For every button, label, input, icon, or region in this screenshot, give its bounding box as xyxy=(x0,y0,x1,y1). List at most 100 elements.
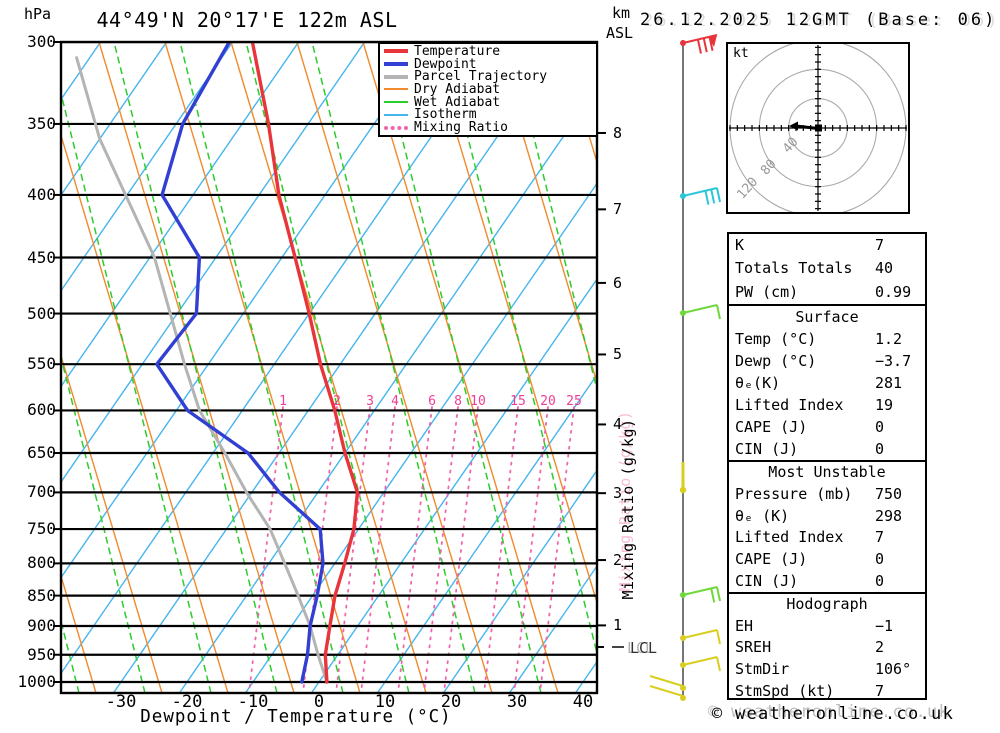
temp-tick-label: -30 xyxy=(105,692,137,712)
table-section-most-unstable: Most Unstable Pressure (mb) 750 θₑ (K) 298 Li… xyxy=(729,460,925,592)
table-row-value: −3.7 xyxy=(875,351,912,370)
wind-barb xyxy=(649,675,686,701)
table-row-label: Pressure (mb) xyxy=(735,484,853,503)
pressure-tick-label: 500 xyxy=(27,304,56,323)
legend-item: Temperature xyxy=(380,43,596,59)
table-row-label: θₑ(K) xyxy=(735,373,781,392)
plot-lines xyxy=(61,42,597,693)
temp-tick-label: -10 xyxy=(237,692,269,712)
table-row: Lifted Index 7 xyxy=(729,530,925,545)
wind-barb xyxy=(680,304,721,320)
station-title: 44°49'N 20°17'E 122m ASL xyxy=(96,8,398,32)
pressure-tick-label: 350 xyxy=(27,114,56,133)
legend: Temperature Dewpoint Parcel Trajectory Dry … xyxy=(378,42,598,137)
table-row-label: θₑ (K) xyxy=(735,506,790,525)
dewpoint-curve xyxy=(155,42,325,684)
legend-swatch-wet-adiabat xyxy=(384,101,408,104)
table-row-value: 7 xyxy=(875,528,885,547)
legend-label: Temperature xyxy=(414,43,501,59)
table-row-value: 2 xyxy=(875,638,885,657)
mixing-ratio-label: 15 xyxy=(510,394,526,409)
plot-border xyxy=(59,40,599,695)
legend-label: Parcel Trajectory xyxy=(414,69,548,85)
mixing-ratio-axis-label: Mixing Ratio (g/kg) xyxy=(619,418,637,600)
table-row-value: 0 xyxy=(875,571,885,590)
table-row: StmDir 106° xyxy=(729,662,925,677)
mixing-ratio-label: 4 xyxy=(391,394,399,409)
pressure-tick-label: 1000 xyxy=(17,672,56,691)
pressure-tick-label: 450 xyxy=(27,248,56,267)
table-row-label: Temp (°C) xyxy=(735,329,817,348)
table-row-value: 0.99 xyxy=(875,282,912,301)
legend-label: Isotherm xyxy=(414,107,477,123)
table-row-label: Dewp (°C) xyxy=(735,351,817,370)
wind-barb xyxy=(680,586,721,603)
mixing-ratio-label: 25 xyxy=(566,394,582,409)
table-row-label: StmDir xyxy=(735,660,790,679)
pressure-tick-label: 600 xyxy=(27,400,56,419)
wind-barb xyxy=(680,656,721,672)
wind-barb xyxy=(679,462,687,494)
legend-swatch-temperature xyxy=(384,49,408,54)
km-tick-label: 3 xyxy=(613,484,623,502)
pressure-tick-label: 900 xyxy=(27,616,56,635)
legend-swatch-dewpoint xyxy=(384,62,408,67)
mixing-ratio-label: 20 xyxy=(540,394,556,409)
km-tick-label: 1 xyxy=(613,616,623,634)
table-row-label: PW (cm) xyxy=(735,282,799,301)
axis-ticks xyxy=(53,41,624,684)
km-tick-label: 4 xyxy=(613,415,623,433)
hodograph-unit-label: kt xyxy=(733,46,749,61)
temperature-curve xyxy=(250,42,360,684)
table-section: K 7 Totals Totals 40 PW (cm) 0.99 xyxy=(729,234,925,304)
table-row: Dewp (°C) −3.7 xyxy=(729,351,925,370)
legend-item: Mixing Ratio xyxy=(380,120,596,136)
km-tick-label: 2 xyxy=(613,551,623,569)
table-row-label: Lifted Index xyxy=(735,395,844,414)
pressure-tick-label: 950 xyxy=(27,645,56,664)
valid-date-label: 26.12.2025 12GMT (Base: 06) xyxy=(640,10,998,30)
mixing-ratio-label: 6 xyxy=(428,394,436,409)
table-row-value: 19 xyxy=(875,395,894,414)
table-row-label: Totals Totals xyxy=(735,259,853,278)
pressure-tick-label: 400 xyxy=(27,185,56,204)
mixing-ratio-lines xyxy=(248,406,575,693)
table-row: Pressure (mb) 750 xyxy=(729,484,925,503)
table-row: SREH 2 xyxy=(729,640,925,655)
table-section-surface: Surface Temp (°C) 1.2 Dewp (°C) −3.7 θₑ(K) 281… xyxy=(729,304,925,460)
temp-tick-label: -20 xyxy=(171,692,203,712)
table-section-header: Most Unstable xyxy=(768,463,886,482)
legend-swatch-isotherm xyxy=(384,113,408,116)
table-row-label: CAPE (J) xyxy=(735,417,808,436)
table-row: EH −1 xyxy=(729,616,925,635)
temp-tick-label: 30 xyxy=(506,692,528,712)
table-row-value: 7 xyxy=(875,681,885,700)
pressure-tick-label: 650 xyxy=(27,443,56,462)
pressure-tick-label: 850 xyxy=(27,586,56,605)
wind-barb xyxy=(680,34,718,54)
mixing-ratio-label: 8 xyxy=(454,394,462,409)
legend-item: Isotherm xyxy=(380,107,596,123)
table-row-value: 1.2 xyxy=(875,329,903,348)
legend-item: Dewpoint xyxy=(380,58,596,71)
wind-barbs xyxy=(649,34,721,701)
table-row: Lifted Index 19 xyxy=(729,395,925,414)
km-tick-label: 5 xyxy=(613,345,623,363)
table-row: θₑ (K) 298 xyxy=(729,506,925,525)
table-row: CAPE (J) 0 xyxy=(729,551,925,567)
temp-tick-label: 20 xyxy=(440,692,462,712)
table-row-value: 7 xyxy=(875,236,885,255)
legend-label: Mixing Ratio xyxy=(414,120,508,136)
table-row-label: Lifted Index xyxy=(735,528,844,547)
table-row-value: 40 xyxy=(875,259,894,278)
mixing-ratio-label: 1 xyxy=(279,394,287,409)
temp-tick-label: 10 xyxy=(374,692,396,712)
table-row-value: 106° xyxy=(875,660,912,679)
legend-swatch-mixing-ratio xyxy=(384,125,408,130)
table-row-value: 298 xyxy=(875,506,903,525)
table-row-value: −1 xyxy=(875,616,894,635)
sounding-indices-table: K 7 Totals Totals 40 PW (cm) 0.99 Surface Temp … xyxy=(727,232,927,700)
